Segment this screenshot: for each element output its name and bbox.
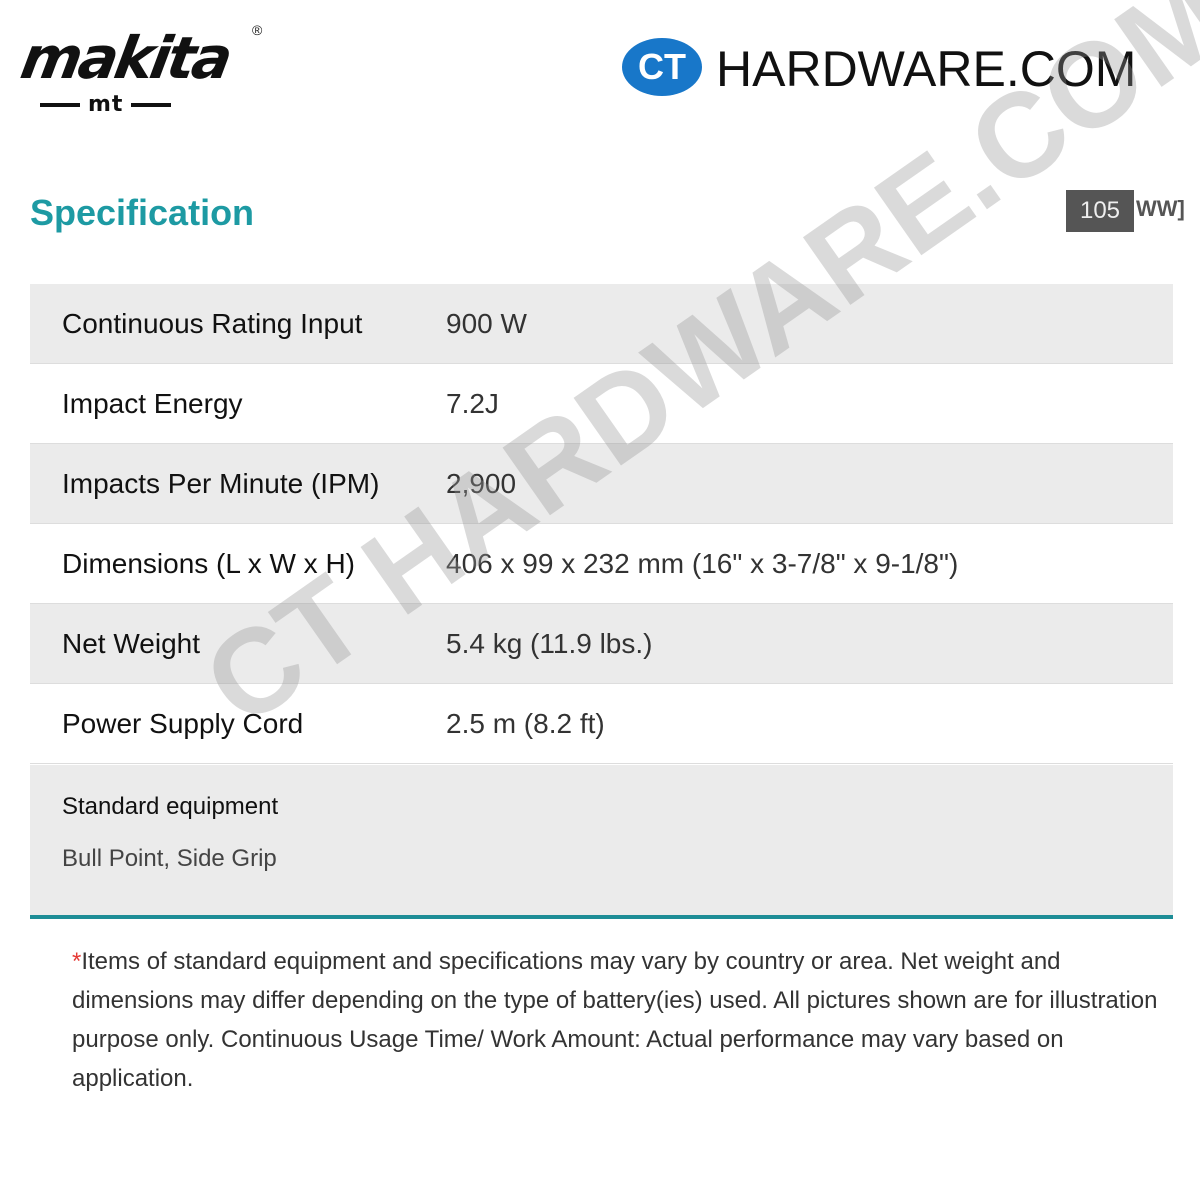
spec-table: Continuous Rating Input 900 W Impact Energ… (30, 284, 1173, 764)
makita-logo: makita (16, 24, 235, 92)
note-text: Items of standard equipment and specific… (72, 948, 1158, 1092)
section-title: Specification (30, 192, 255, 233)
spec-label: Impact Energy (30, 363, 446, 444)
model-badge: 105 (1066, 190, 1134, 232)
spec-label: Continuous Rating Input (30, 284, 446, 364)
spec-value: 406 x 99 x 232 mm (16" x 3-7/8" x 9-1/8"… (446, 523, 1173, 604)
disclaimer-note: *Items of standard equipment and specifi… (72, 942, 1182, 1098)
spring-icon: WW] (1136, 196, 1185, 221)
spec-label: Impacts Per Minute (IPM) (30, 443, 446, 524)
spec-row: Continuous Rating Input 900 W (30, 284, 1173, 364)
spec-row: Impacts Per Minute (IPM) 2,900 (30, 443, 1173, 524)
spec-label: Power Supply Cord (30, 683, 446, 764)
spec-value: 2.5 m (8.2 ft) (446, 683, 1173, 764)
ct-logo-icon: CT (622, 38, 702, 96)
spec-value: 900 W (446, 284, 1173, 364)
spec-value: 2,900 (446, 443, 1173, 524)
spec-row: Impact Energy 7.2J (30, 363, 1173, 444)
spec-row: Dimensions (L x W x H) 406 x 99 x 232 mm … (30, 523, 1173, 604)
standard-equipment-value: Bull Point, Side Grip (62, 845, 277, 872)
spec-row: Net Weight 5.4 kg (11.9 lbs.) (30, 603, 1173, 684)
registered-mark: ® (252, 22, 263, 38)
spec-value: 7.2J (446, 363, 1173, 444)
spec-label: Net Weight (30, 603, 446, 684)
partner-logo-text: HARDWARE.COM (716, 41, 1137, 97)
spec-row: Power Supply Cord 2.5 m (8.2 ft) (30, 683, 1173, 764)
standard-equipment-label: Standard equipment (62, 793, 279, 820)
spec-value: 5.4 kg (11.9 lbs.) (446, 603, 1173, 684)
mt-logo: mt (32, 92, 179, 117)
standard-equipment: Standard equipment Bull Point, Side Grip (30, 765, 1173, 919)
asterisk: * (72, 948, 82, 975)
spec-label: Dimensions (L x W x H) (30, 523, 446, 604)
